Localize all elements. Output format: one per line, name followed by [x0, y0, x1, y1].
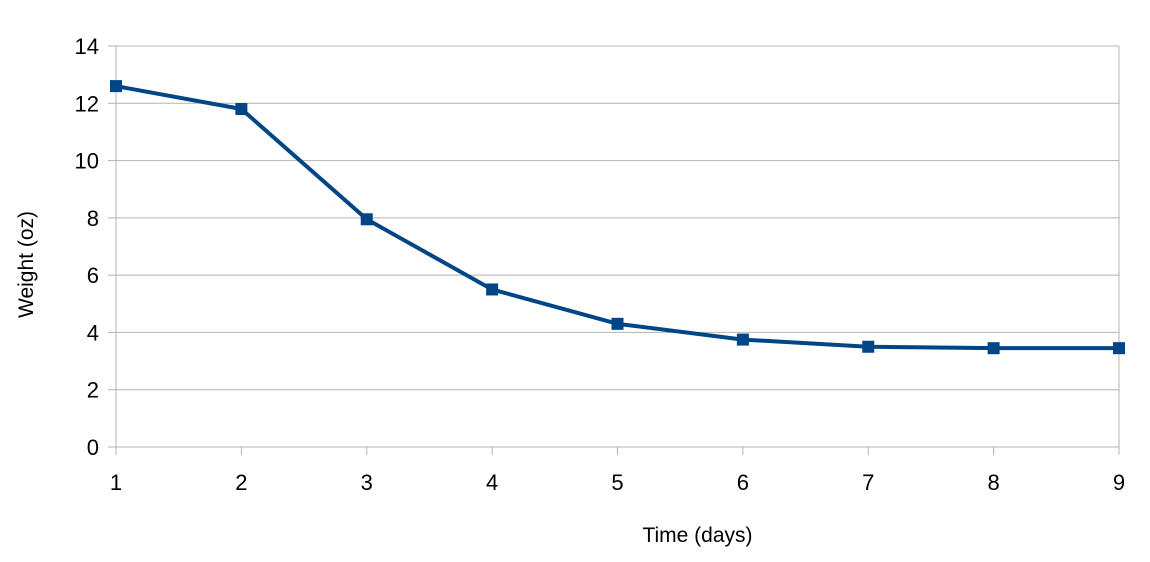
y-tick-label: 10 [75, 149, 99, 174]
x-tick-label: 8 [988, 470, 1000, 495]
y-tick-label: 14 [75, 34, 99, 59]
data-point [611, 317, 624, 330]
series [110, 80, 1125, 355]
y-tick-label: 2 [87, 378, 99, 403]
data-point [235, 103, 248, 116]
x-tick-labels: 1 2 3 4 5 6 7 8 9 [110, 470, 1125, 495]
data-point [736, 333, 749, 346]
data-point [987, 342, 1000, 355]
x-tick-label: 2 [235, 470, 247, 495]
series-line [115, 84, 1119, 351]
y-tick-label: 6 [87, 263, 99, 288]
data-point [862, 340, 875, 353]
x-tick-label: 5 [611, 470, 623, 495]
data-point [486, 283, 499, 296]
x-tick-label: 7 [862, 470, 874, 495]
grid-lines [116, 45, 1119, 448]
x-axis-title: Time (days) [642, 524, 752, 547]
x-tick-label: 1 [110, 470, 122, 495]
x-tick-label: 4 [486, 470, 498, 495]
y-tick-label: 0 [87, 435, 99, 460]
x-tick-label: 3 [361, 470, 373, 495]
y-tick-labels: 0 2 4 6 8 10 12 14 [75, 34, 99, 460]
y-tick-label: 8 [87, 206, 99, 231]
y-tick-label: 4 [87, 320, 99, 345]
axes [108, 45, 1120, 455]
x-tick-label: 6 [737, 470, 749, 495]
data-point [1113, 342, 1125, 355]
y-tick-label: 12 [75, 91, 99, 116]
y-axis-title: Weight (oz) [15, 211, 38, 318]
data-point [110, 80, 122, 93]
x-tick-label: 9 [1113, 470, 1125, 495]
data-point [360, 213, 373, 226]
